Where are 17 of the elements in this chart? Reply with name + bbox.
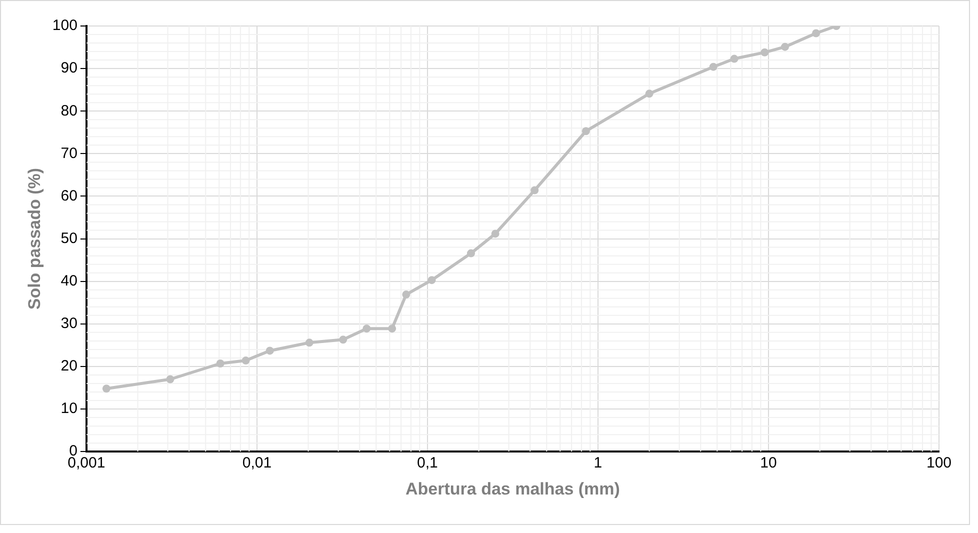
y-tick-label: 20 xyxy=(60,358,78,375)
x-tick-label: 1 xyxy=(594,454,602,472)
x-tick-label: 0,1 xyxy=(417,454,438,472)
y-tick-label: 90 xyxy=(60,60,78,77)
y-tick-label: 40 xyxy=(60,272,78,290)
y-tick-label: 60 xyxy=(60,187,78,204)
y-tick-label: 70 xyxy=(60,144,78,162)
y-tick-label: 50 xyxy=(60,230,78,247)
y-tick-label: 30 xyxy=(60,315,78,332)
x-axis-title: Abertura das malhas (mm) xyxy=(405,479,620,498)
x-tick-label: 0,01 xyxy=(242,454,272,472)
x-tick-label: 100 xyxy=(926,454,952,472)
y-tick-label: 80 xyxy=(60,102,78,120)
y-tick-label: 10 xyxy=(60,400,78,418)
y-tick-label: 100 xyxy=(52,17,78,34)
y-axis-title: Solo passado (%) xyxy=(24,168,44,310)
x-tick-label: 10 xyxy=(760,454,777,472)
